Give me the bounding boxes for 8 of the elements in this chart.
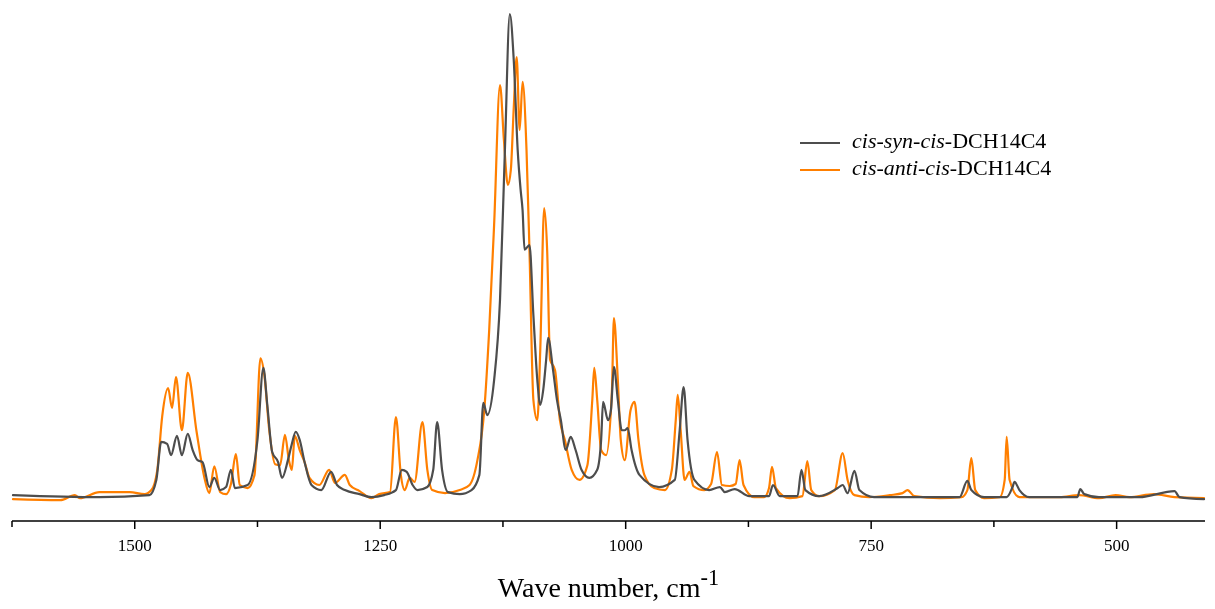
x-tick-label: 750: [858, 536, 884, 555]
x-tick-label: 1250: [363, 536, 398, 555]
x-tick-label: 1000: [608, 536, 643, 555]
legend-label: cis-anti-cis-DCH14C4: [852, 155, 1052, 181]
x-tick-label: 500: [1103, 536, 1130, 555]
x-tick-label: 1500: [117, 536, 152, 555]
x-axis-title: Wave number, cm$^{-1}$: [497, 564, 720, 603]
legend-label: cis-syn-cis-DCH14C4: [852, 128, 1047, 154]
